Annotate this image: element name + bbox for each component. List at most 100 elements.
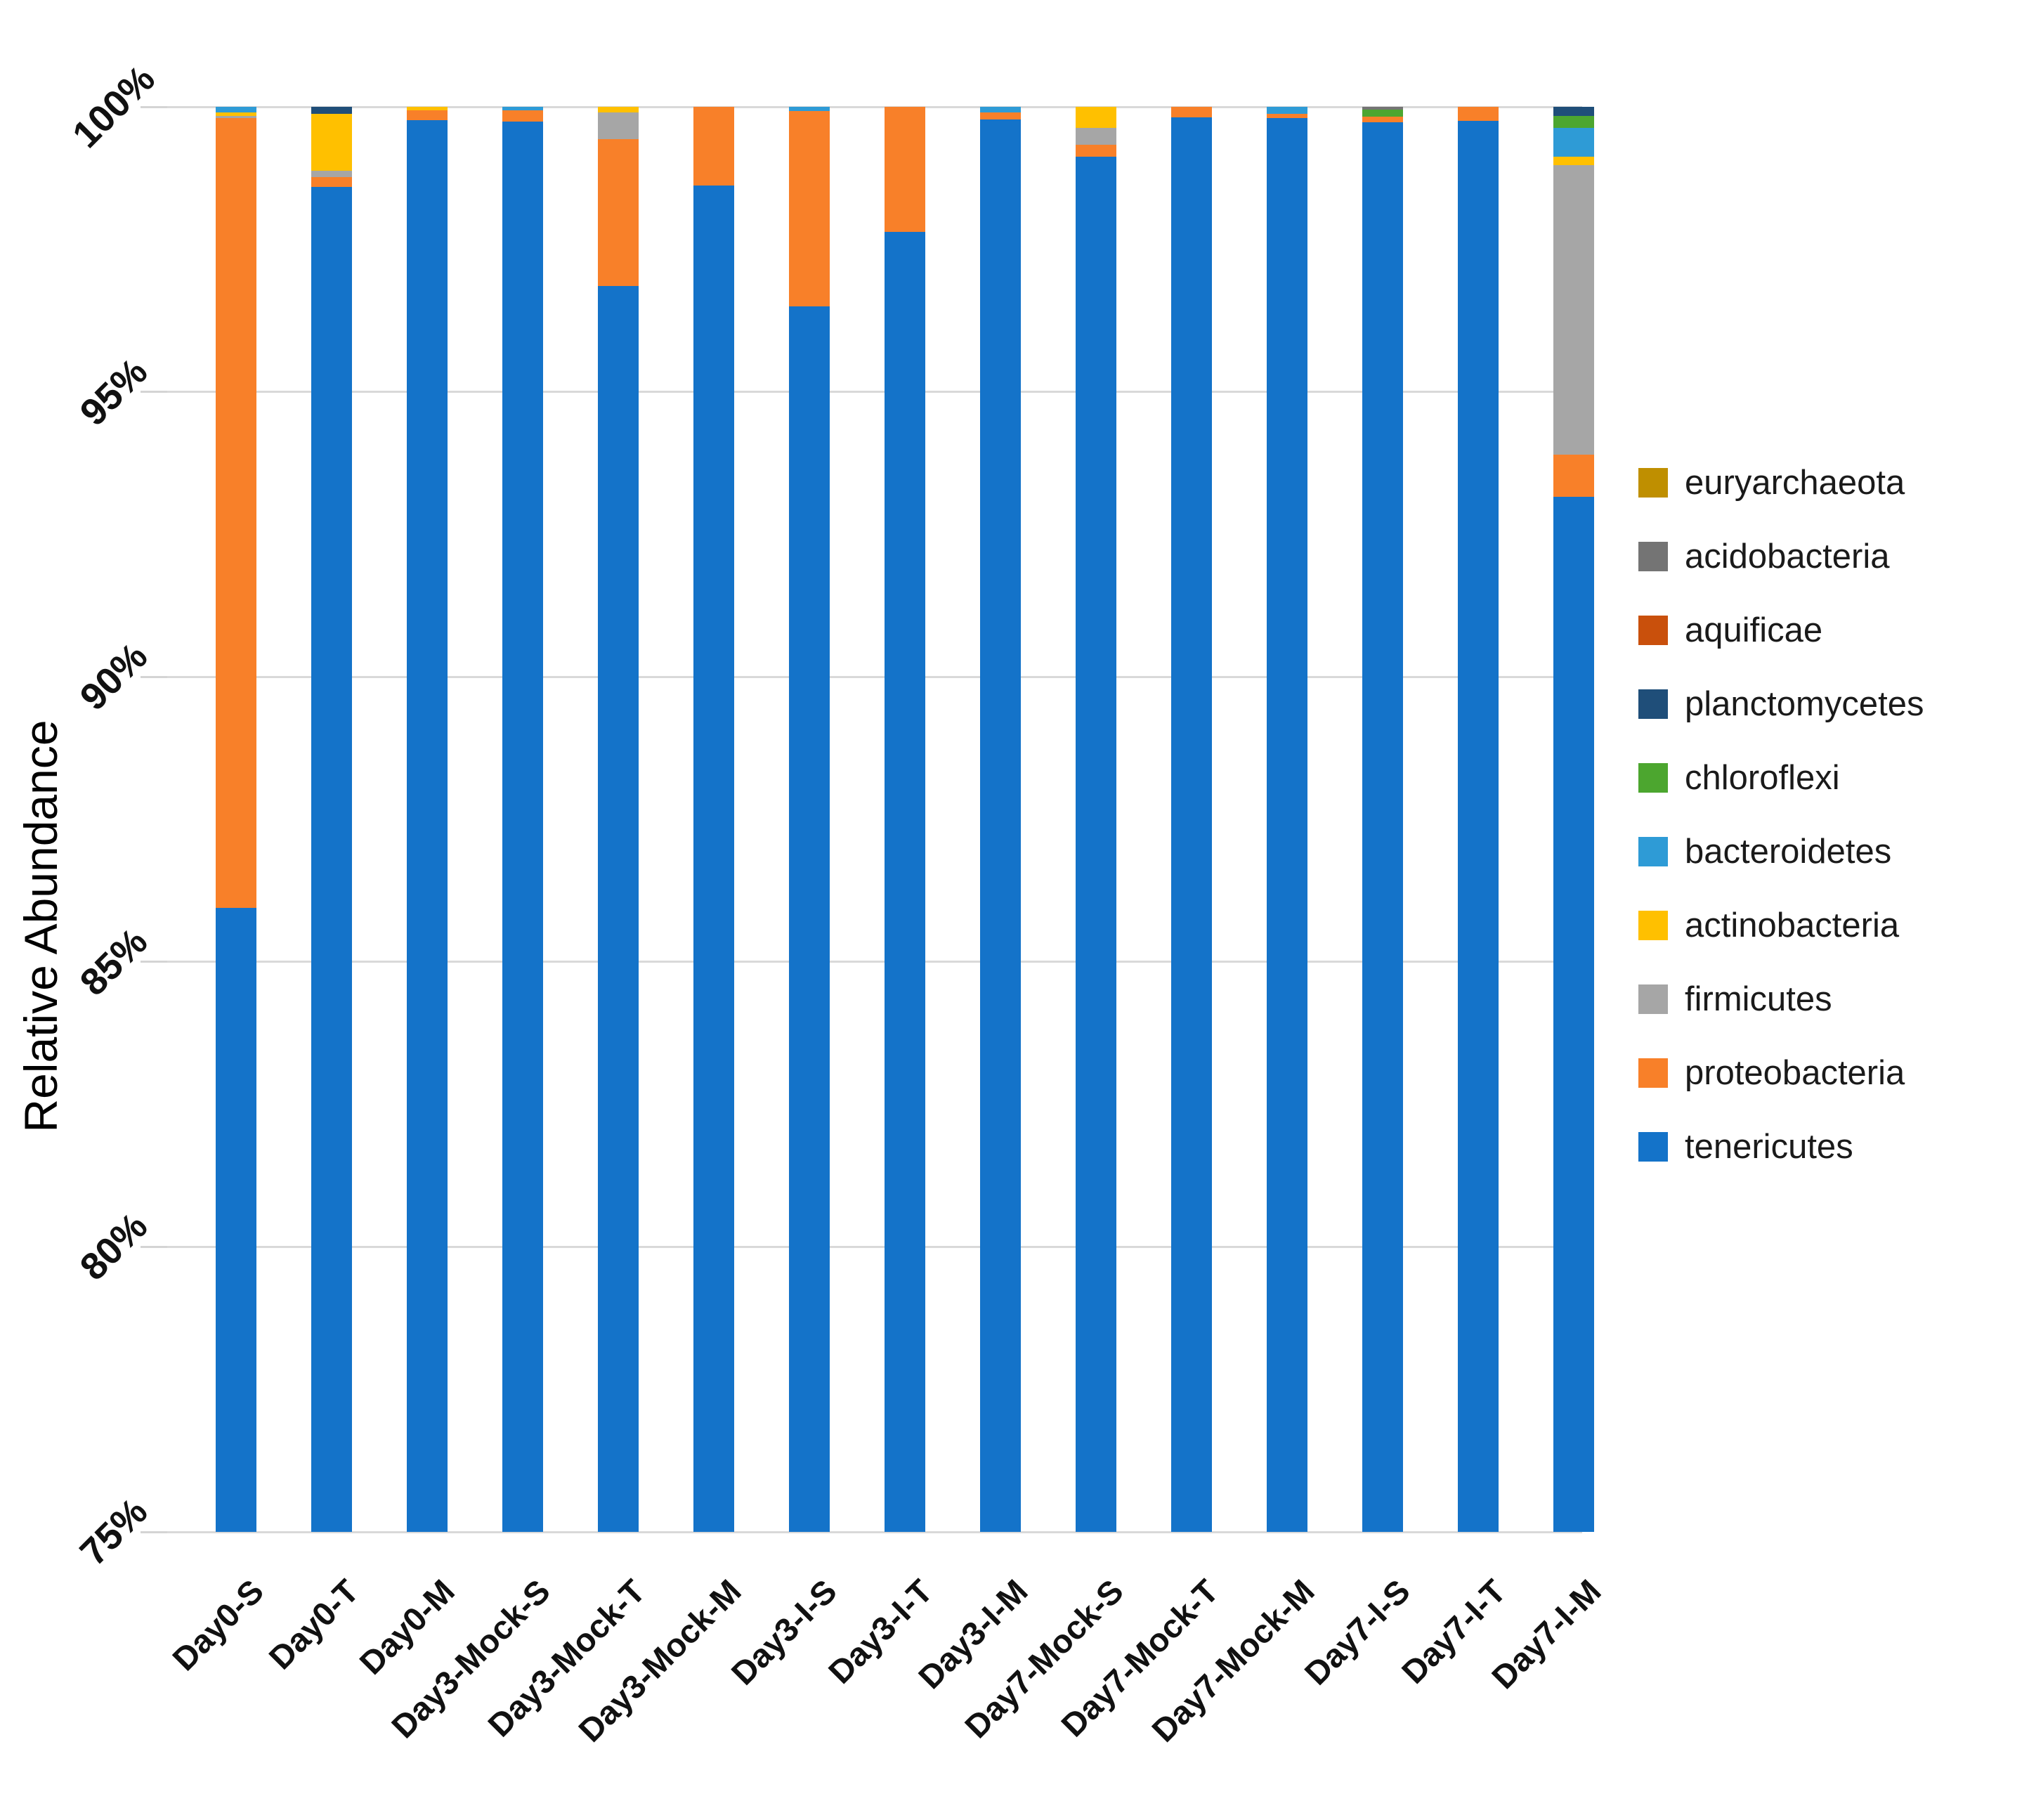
y-axis-tick xyxy=(141,1530,167,1533)
legend-item-firmicutes: firmicutes xyxy=(1638,980,1924,1018)
bar-segment-proteobacteria xyxy=(1458,107,1499,122)
gridline xyxy=(167,391,1582,394)
x-axis-label: Day0-T xyxy=(261,1572,366,1677)
bar-segment-tenericutes xyxy=(980,119,1021,1532)
bar-segment-firmicutes xyxy=(216,115,256,119)
legend-swatch-icon xyxy=(1638,616,1668,645)
legend-item-bacteroidetes: bacteroidetes xyxy=(1638,832,1924,871)
bar-segment-proteobacteria xyxy=(1553,454,1594,497)
y-axis-tick xyxy=(141,961,167,963)
bar-segment-actinobacteria xyxy=(407,107,448,110)
bar-segment-bacteroidetes xyxy=(789,107,830,112)
bar-segment-actinobacteria xyxy=(311,113,352,171)
bar-segment-proteobacteria xyxy=(980,112,1021,119)
legend-swatch-icon xyxy=(1638,542,1668,571)
bar-segment-bacteroidetes xyxy=(1553,128,1594,157)
legend-label: acidobacteria xyxy=(1685,537,1890,576)
legend-item-actinobacteria: actinobacteria xyxy=(1638,906,1924,944)
legend-item-proteobacteria: proteobacteria xyxy=(1638,1053,1924,1092)
bar-segment-tenericutes xyxy=(216,907,256,1532)
legend-item-euryarchaeota: euryarchaeota xyxy=(1638,463,1924,502)
bar-segment-tenericutes xyxy=(693,185,734,1532)
bar-segment-firmicutes xyxy=(598,112,639,140)
bar-segment-tenericutes xyxy=(1553,496,1594,1532)
bar-segment-planctomycetes xyxy=(311,107,352,114)
gridline xyxy=(167,1530,1582,1533)
bar-segment-actinobacteria xyxy=(1553,157,1594,165)
legend-label: chloroflexi xyxy=(1685,758,1840,797)
bar-segment-actinobacteria xyxy=(1076,107,1116,128)
bar-segment-proteobacteria xyxy=(598,139,639,286)
legend-swatch-icon xyxy=(1638,763,1668,793)
bar-segment-proteobacteria xyxy=(1362,116,1403,122)
legend-swatch-icon xyxy=(1638,911,1668,940)
bar-segment-firmicutes xyxy=(1076,128,1116,145)
legend-item-chloroflexi: chloroflexi xyxy=(1638,758,1924,797)
y-axis-tick xyxy=(141,675,167,678)
bar-segment-proteobacteria xyxy=(1076,144,1116,157)
legend-swatch-icon xyxy=(1638,984,1668,1014)
legend-label: proteobacteria xyxy=(1685,1053,1905,1092)
x-axis-label: Day0-S xyxy=(164,1572,270,1678)
legend-item-planctomycetes: planctomycetes xyxy=(1638,684,1924,723)
legend-item-aquificae: aquificae xyxy=(1638,611,1924,649)
legend-label: tenericutes xyxy=(1685,1127,1853,1166)
legend-item-acidobacteria: acidobacteria xyxy=(1638,537,1924,576)
bar-segment-tenericutes xyxy=(1267,118,1307,1532)
legend-label: aquificae xyxy=(1685,611,1823,649)
legend-label: euryarchaeota xyxy=(1685,463,1905,502)
y-axis-tick xyxy=(141,105,167,108)
bar-segment-proteobacteria xyxy=(693,107,734,186)
bar-segment-tenericutes xyxy=(407,120,448,1532)
bar-segment-proteobacteria xyxy=(1267,113,1307,119)
gridline xyxy=(167,1245,1582,1248)
bar-segment-tenericutes xyxy=(1076,156,1116,1532)
bar-segment-tenericutes xyxy=(885,232,925,1532)
legend: euryarchaeota acidobacteria aquificae planc… xyxy=(1638,463,1924,1204)
legend-swatch-icon xyxy=(1638,1132,1668,1162)
bar-segment-firmicutes xyxy=(311,170,352,177)
bar-segment-chloroflexi xyxy=(1553,115,1594,128)
bar-segment-actinobacteria xyxy=(216,112,256,116)
bar-segment-bacteroidetes xyxy=(216,107,256,113)
legend-label: planctomycetes xyxy=(1685,684,1924,723)
bar-segment-actinobacteria xyxy=(598,107,639,113)
bar-segment-tenericutes xyxy=(598,285,639,1532)
y-axis-tick xyxy=(141,1245,167,1248)
gridline xyxy=(167,675,1582,678)
bar-segment-proteobacteria xyxy=(885,107,925,233)
legend-label: firmicutes xyxy=(1685,980,1832,1018)
bar-segment-proteobacteria xyxy=(1171,107,1212,117)
bar-segment-firmicutes xyxy=(1553,164,1594,455)
x-axis-label: Day3-I-S xyxy=(724,1572,844,1692)
bar-segment-bacteroidetes xyxy=(502,107,543,110)
y-axis-tick xyxy=(141,391,167,394)
bar-segment-proteobacteria xyxy=(216,118,256,908)
legend-swatch-icon xyxy=(1638,837,1668,866)
bar-segment-tenericutes xyxy=(311,186,352,1532)
bar-segment-bacteroidetes xyxy=(980,107,1021,113)
bar-segment-tenericutes xyxy=(789,306,830,1532)
bar-segment-planctomycetes xyxy=(1553,107,1594,116)
legend-label: bacteroidetes xyxy=(1685,832,1892,871)
bar-segment-bacteroidetes xyxy=(1267,107,1307,114)
legend-swatch-icon xyxy=(1638,689,1668,719)
bar-segment-tenericutes xyxy=(1458,121,1499,1532)
bar-segment-proteobacteria xyxy=(407,110,448,121)
legend-swatch-icon xyxy=(1638,1058,1668,1088)
legend-label: actinobacteria xyxy=(1685,906,1900,944)
bar-segment-proteobacteria xyxy=(502,110,543,122)
legend-item-tenericutes: tenericutes xyxy=(1638,1127,1924,1166)
bar-segment-tenericutes xyxy=(1362,122,1403,1532)
bar-segment-proteobacteria xyxy=(789,111,830,306)
x-axis-label: Day7-I-S xyxy=(1297,1572,1417,1692)
bar-segment-chloroflexi xyxy=(1362,110,1403,117)
bar-segment-proteobacteria xyxy=(311,176,352,187)
gridline xyxy=(167,961,1582,963)
bar-segment-acidobacteria xyxy=(1362,107,1403,110)
gridline xyxy=(167,105,1582,108)
bar-segment-tenericutes xyxy=(1171,117,1212,1532)
bar-segment-tenericutes xyxy=(502,122,543,1532)
legend-swatch-icon xyxy=(1638,468,1668,498)
